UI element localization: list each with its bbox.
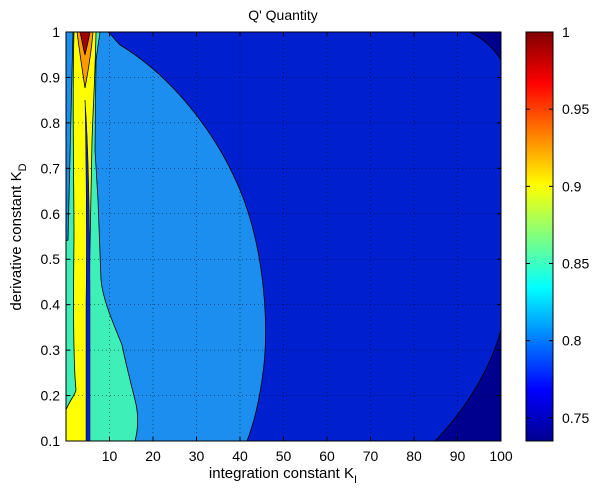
y-tick-label: 1: [52, 24, 60, 40]
x-tick-label: 40: [232, 448, 248, 464]
grid-lines: [66, 32, 501, 441]
colorbar-tick-label: 0.75: [562, 410, 589, 426]
region-darkblue-sliver: [84, 99, 91, 441]
colorbar-axis: 0.75 0.8 0.85 0.9 0.95 1: [526, 24, 589, 426]
y-axis-label: derivative constant KD: [8, 163, 29, 310]
region-dark-top-right: [469, 32, 501, 61]
plot-area: [66, 32, 501, 441]
colorbar-tick-label: 0.9: [562, 178, 582, 194]
y-tick-label: 0.5: [41, 251, 61, 267]
y-tick-label: 0.7: [41, 160, 61, 176]
x-tick-label: 20: [145, 448, 161, 464]
region-dark-red: [79, 32, 91, 56]
x-tick-label: 50: [276, 448, 292, 464]
x-axis: 10 20 30 40 50 60 70 80 90 100: [102, 32, 513, 464]
x-tick-label: 10: [102, 448, 118, 464]
x-tick-label: 70: [363, 448, 379, 464]
colorbar-tick-label: 0.8: [562, 333, 582, 349]
colorbar-tick-label: 1: [562, 24, 570, 40]
x-tick-label: 100: [489, 448, 513, 464]
y-tick-label: 0.1: [41, 433, 61, 449]
x-tick-label: 30: [189, 448, 205, 464]
colorbar-tick-label: 0.85: [562, 256, 589, 272]
y-tick-label: 0.4: [41, 297, 61, 313]
region-orange: [76, 32, 94, 89]
x-tick-label: 90: [450, 448, 466, 464]
y-tick-label: 0.8: [41, 115, 61, 131]
colorbar-tick-label: 0.95: [562, 101, 589, 117]
x-axis-label: integration constant KI: [209, 465, 357, 486]
y-axis: 0.1 0.2 0.3 0.4 0.5 0.6 0.7 0.8 0.9 1: [41, 24, 501, 449]
colorbar: [525, 31, 554, 442]
x-tick-label: 80: [406, 448, 422, 464]
x-tick-label: 60: [319, 448, 335, 464]
chart-title: Q' Quantity: [248, 7, 318, 23]
y-tick-label: 0.3: [41, 342, 61, 358]
y-tick-label: 0.2: [41, 388, 61, 404]
y-tick-label: 0.9: [41, 69, 61, 85]
y-tick-label: 0.6: [41, 206, 61, 222]
